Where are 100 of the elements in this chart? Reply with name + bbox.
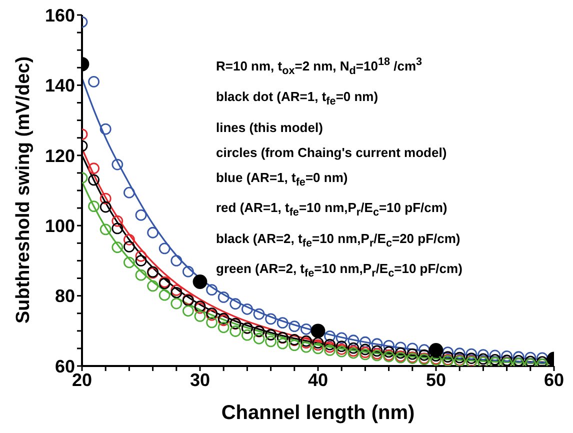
point [276, 338, 288, 350]
point [147, 226, 158, 238]
point [454, 348, 466, 360]
point [135, 250, 147, 262]
point [253, 308, 265, 320]
point [88, 162, 100, 174]
point [218, 292, 230, 303]
point [124, 186, 135, 198]
point [536, 352, 548, 364]
point [88, 76, 100, 88]
point [478, 349, 489, 360]
point [124, 234, 135, 246]
point [394, 347, 406, 359]
point [253, 332, 265, 344]
point [112, 222, 124, 234]
y-tick-label: 80 [54, 286, 75, 306]
point [348, 342, 360, 354]
point [371, 338, 383, 350]
point [336, 343, 348, 355]
point [194, 310, 206, 322]
point [478, 353, 489, 365]
point [182, 266, 194, 278]
point [100, 224, 112, 236]
point [336, 340, 348, 352]
point [489, 350, 501, 362]
point [135, 255, 147, 266]
point [300, 323, 312, 335]
point [288, 340, 300, 351]
point [124, 240, 135, 252]
point [371, 345, 383, 357]
annotation: black (AR=2, t$_{fe}$=10 nm,P$_{r}$/E$_{c}$=20 pF/cm) [216, 230, 462, 252]
point [360, 344, 371, 356]
point [324, 341, 336, 353]
point [158, 289, 170, 301]
y-tick-label: 120 [44, 146, 75, 166]
point [300, 341, 312, 353]
point [324, 330, 336, 342]
point [310, 324, 326, 338]
point [466, 348, 478, 360]
point [135, 209, 147, 221]
y-tick-label: 100 [44, 216, 75, 236]
point [418, 344, 430, 356]
point [170, 298, 182, 310]
point [242, 303, 253, 315]
point [288, 320, 300, 332]
point [383, 340, 394, 352]
point [100, 201, 112, 213]
point [360, 336, 371, 348]
point [112, 158, 124, 170]
point [88, 174, 100, 186]
x-tick-label: 30 [190, 370, 210, 390]
point [324, 344, 336, 356]
point [100, 123, 112, 135]
point [218, 322, 230, 334]
point [489, 354, 501, 366]
point [501, 350, 512, 362]
point [454, 352, 466, 364]
point [442, 346, 454, 358]
point [112, 242, 124, 254]
point [524, 356, 536, 366]
x-tick-label: 50 [426, 370, 446, 390]
point [418, 349, 430, 361]
point [394, 342, 406, 354]
x-tick-label: 40 [308, 370, 328, 390]
point [442, 351, 454, 363]
point [265, 313, 276, 325]
annotation: R=10 nm, t$_{ox}$=2 nm, N$_{d}$=10$^{18}$ /cm$^{3}$ [216, 55, 424, 79]
point [170, 284, 182, 296]
point [206, 316, 218, 328]
annotation: black dot (AR=1, t$_{fe}$=0 nm) [216, 88, 380, 110]
point [158, 242, 170, 254]
point [170, 286, 182, 298]
point [348, 334, 360, 346]
point [182, 305, 194, 317]
point [100, 192, 112, 204]
point [512, 355, 524, 366]
point [135, 269, 147, 281]
point [230, 326, 242, 337]
point [112, 215, 124, 227]
point [276, 317, 288, 329]
point [406, 348, 418, 360]
annotation: red (AR=1, t$_{fe}$=10 nm,P$_{r}$/E$_{c}$=10 pF/cm) [216, 199, 448, 221]
y-axis-title: Subthreshold swing (mV/dec) [13, 56, 34, 324]
x-axis-title: Channel length (nm) [221, 402, 415, 424]
point [88, 200, 100, 212]
point [512, 351, 524, 363]
point [170, 255, 182, 266]
point [312, 342, 324, 354]
y-tick-label: 160 [44, 5, 75, 26]
point [466, 352, 478, 364]
point [147, 280, 158, 292]
y-tick-label: 140 [44, 76, 75, 96]
point [336, 346, 348, 358]
point [206, 284, 218, 296]
annotation: green (AR=2, t$_{fe}$=10 nm,P$_{r}$/E$_{c}$=10 pF/cm) [216, 260, 462, 282]
point [383, 346, 394, 358]
point [230, 298, 242, 310]
point [336, 332, 348, 344]
point [406, 342, 418, 354]
point [265, 336, 276, 348]
